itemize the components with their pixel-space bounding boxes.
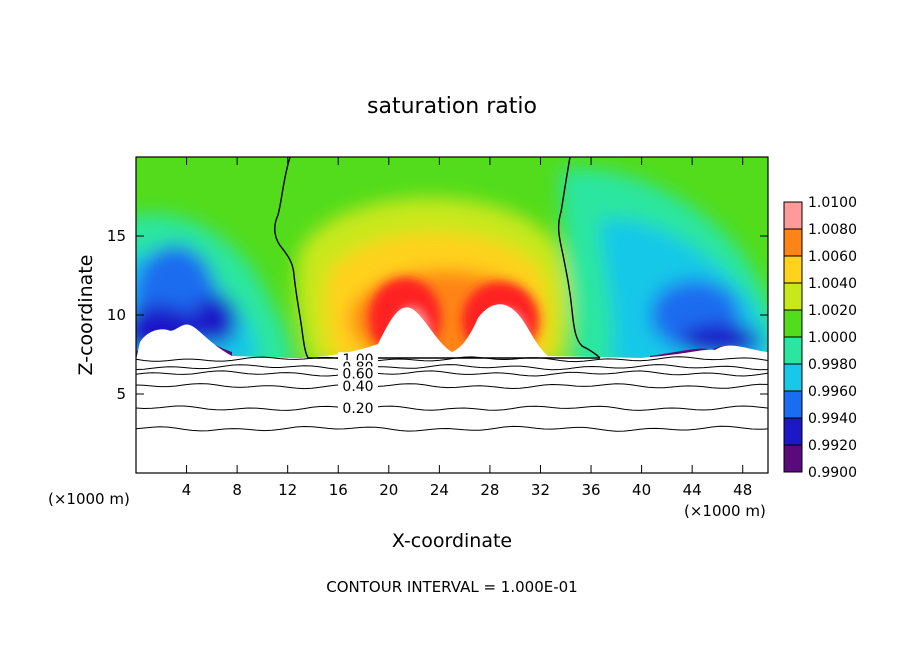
saturation-field: [136, 157, 768, 473]
y-axis-ticks: 5 10 15: [107, 227, 768, 403]
colorbar-segment: [784, 445, 802, 472]
y-axis-label: Z-coordinate: [75, 255, 97, 376]
unity-contour-left: [274, 157, 309, 359]
x-unit-right: (×1000 m): [684, 502, 766, 520]
x-tick-label: 20: [379, 481, 398, 499]
contour-label-bg: [338, 401, 378, 415]
colorbar-label: 0.9960: [808, 384, 857, 400]
x-tick-label: 8: [232, 481, 242, 499]
x-axis-ticks: 4 8 12 16 20 24 28 32 36 40 44 48: [182, 157, 752, 499]
colorbar-label: 1.0040: [808, 276, 857, 292]
contour-line: [136, 356, 768, 363]
contour-line: [136, 383, 768, 390]
colorbar-segment: [784, 391, 802, 418]
x-tick-label: 32: [531, 481, 550, 499]
colorbar-segment: [784, 229, 802, 256]
unity-contour-right: [557, 157, 601, 359]
y-tick-label: 5: [116, 385, 126, 403]
x-tick-label: 36: [581, 481, 600, 499]
x-tick-label: 28: [480, 481, 499, 499]
colorbar-segment: [784, 364, 802, 391]
colorbar-label: 0.9900: [808, 465, 857, 481]
contour-line: [136, 405, 768, 411]
y-tick-label: 10: [107, 306, 126, 324]
colorbar-label: 1.0000: [808, 330, 857, 346]
colorbar-segment: [784, 256, 802, 283]
colorbar-label: 1.0060: [808, 249, 857, 265]
x-unit-left: (×1000 m): [48, 490, 130, 508]
contour-line: [136, 425, 768, 432]
contour-line: [136, 370, 768, 377]
contour-lines: [136, 356, 768, 432]
colorbar-segment-top: [784, 202, 802, 229]
colorbar-segment: [784, 310, 802, 337]
contour-label-bg: [338, 366, 378, 380]
colorbar-label: 0.9980: [808, 357, 857, 373]
contour-label: 0.60: [342, 366, 373, 382]
x-tick-label: 40: [632, 481, 651, 499]
x-tick-label: 12: [278, 481, 297, 499]
colorbar-label: 1.0020: [808, 303, 857, 319]
colorbar-segment: [784, 283, 802, 310]
x-tick-label: 48: [733, 481, 752, 499]
colorbar-label: 1.0100: [808, 195, 857, 211]
contour-label: 0.40: [342, 379, 373, 395]
contour-interval-note: CONTOUR INTERVAL = 1.000E-01: [326, 578, 577, 596]
x-tick-label: 16: [329, 481, 348, 499]
colorbar: 0.9900 0.9920 0.9940 0.9960 0.9980 1.0000 1.00…: [783, 195, 857, 481]
colorbar-label: 0.9920: [808, 438, 857, 454]
colorbar-label: 1.0080: [808, 222, 857, 238]
contour-labels: 1.000.800.600.400.20: [338, 352, 378, 417]
x-tick-label: 24: [430, 481, 449, 499]
y-tick-label: 15: [107, 227, 126, 245]
x-tick-label: 4: [182, 481, 192, 499]
colorbar-segment: [784, 418, 802, 445]
x-tick-label: 44: [683, 481, 702, 499]
field-left-deepblue2: [193, 295, 237, 345]
x-axis-label: X-coordinate: [392, 530, 512, 552]
contour-line: [136, 364, 768, 371]
colorbar-segment: [784, 337, 802, 364]
chart-title: saturation ratio: [367, 94, 537, 119]
contour-label: 0.20: [342, 401, 373, 417]
contour-label-bg: [338, 379, 378, 393]
colorbar-label: 0.9940: [808, 411, 857, 427]
